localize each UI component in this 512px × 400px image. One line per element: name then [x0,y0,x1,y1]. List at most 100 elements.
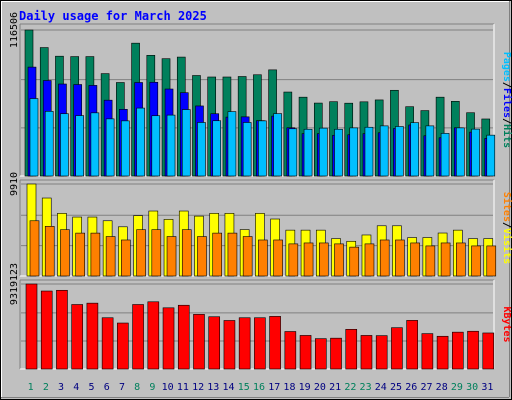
bar-sites-7 [121,239,131,277]
bar-pages-5 [90,112,100,177]
bar-kbytes-2 [40,290,53,370]
bar-pages-21 [334,128,343,177]
bar-kbytes-10 [162,307,175,370]
bar-pages-28 [440,133,450,177]
x-tick-label-7: 7 [119,382,125,393]
frame-highlight-top [1,1,509,2]
x-tick-label-24: 24 [375,382,387,393]
bar-sites-4 [75,232,85,277]
legend-part-slash: / [501,118,512,124]
bar-sites-16 [258,239,268,277]
x-tick-label-13: 13 [207,382,219,393]
x-tick-label-23: 23 [360,382,372,393]
bar-pages-11 [181,109,191,177]
bar-sites-14 [227,232,238,277]
legend-part-slash: / [501,222,512,228]
x-tick-label-27: 27 [420,382,432,393]
bar-kbytes-24 [375,335,388,370]
x-tick-label-15: 15 [238,382,250,393]
bar-kbytes-27 [421,333,434,370]
x-tick-label-26: 26 [405,382,417,393]
bar-kbytes-28 [436,335,449,370]
x-tick-label-21: 21 [329,382,341,393]
bar-sites-30 [471,245,481,277]
bar-pages-17 [273,113,282,177]
bar-kbytes-30 [467,330,479,370]
bar-kbytes-5 [86,302,99,370]
x-tick-label-8: 8 [134,382,140,393]
bar-sites-5 [90,232,101,277]
x-tick-label-16: 16 [253,382,265,393]
frame-shadow-bottom [1,397,509,398]
x-axis-labels: 1 2 3 4 5 6 7 8 9 10 11 12 13 14 15 16 17 18 19 20 21 22 23 24 2… [28,382,494,393]
bar-kbytes-13 [208,316,221,370]
bar-sites-31 [486,245,497,277]
bar-kbytes-26 [406,320,418,370]
bar-pages-3 [60,113,69,177]
x-tick-label-4: 4 [73,382,79,393]
x-tick-label-20: 20 [314,382,326,393]
bar-pages-14 [227,111,237,177]
series-legend-kbytes: KBytes [501,306,512,342]
bar-kbytes-16 [254,317,266,370]
bar-pages-25 [395,126,404,177]
bar-sites-6 [105,236,116,277]
bar-pages-9 [151,115,161,177]
x-tick-label-31: 31 [481,382,493,393]
x-tick-label-10: 10 [162,382,174,393]
legend-part-files: Files [501,88,512,118]
x-tick-label-12: 12 [192,382,204,393]
x-tick-label-29: 29 [451,382,463,393]
bar-kbytes-23 [360,335,373,370]
bar-kbytes-4 [71,304,83,370]
bar-kbytes-25 [391,327,403,370]
series-pages [29,98,496,177]
bar-pages-15 [242,122,252,177]
bar-pages-27 [425,125,435,177]
bar-sites-9 [151,229,162,277]
bar-kbytes-6 [101,317,114,370]
bar-kbytes-22 [345,329,358,370]
x-tick-label-11: 11 [177,382,189,393]
bar-kbytes-14 [223,320,236,370]
bar-sites-26 [410,242,420,277]
bar-sites-18 [288,243,299,277]
frame-highlight-left [1,1,2,397]
bar-pages-30 [471,128,480,177]
bar-pages-18 [288,128,298,177]
bar-kbytes-21 [330,337,342,370]
bar-pages-16 [258,120,267,177]
bar-pages-31 [486,134,496,177]
bar-kbytes-19 [299,335,312,370]
x-tick-label-3: 3 [58,382,64,393]
bar-sites-2 [44,226,55,277]
bar-kbytes-31 [482,332,495,370]
x-tick-label-5: 5 [89,382,95,393]
x-tick-label-28: 28 [436,382,448,393]
bar-pages-10 [166,114,176,177]
bar-pages-7 [121,120,130,177]
bar-sites-20 [318,242,329,277]
bar-pages-6 [105,118,115,177]
panels-layer: 116506Pages/Files/Hits9910Sites/Visits93… [9,12,512,370]
x-tick-label-1: 1 [28,382,34,393]
bar-kbytes-18 [284,331,297,370]
series-sites [29,220,497,277]
bar-sites-8 [136,229,146,277]
legend-part-kbytes: KBytes [501,306,512,342]
bar-kbytes-8 [132,304,144,370]
legend-part-pages: Pages [501,52,512,82]
legend-part-visits: Visits [501,228,512,264]
bar-kbytes-9 [147,301,160,370]
bar-kbytes-17 [269,316,281,370]
x-tick-label-22: 22 [344,382,356,393]
bar-sites-3 [60,229,70,277]
bar-pages-19 [303,128,313,177]
bar-sites-10 [166,236,177,277]
bar-kbytes-12 [193,314,205,370]
x-tick-label-2: 2 [43,382,49,393]
bar-pages-22 [349,127,359,177]
bar-sites-22 [349,246,360,277]
